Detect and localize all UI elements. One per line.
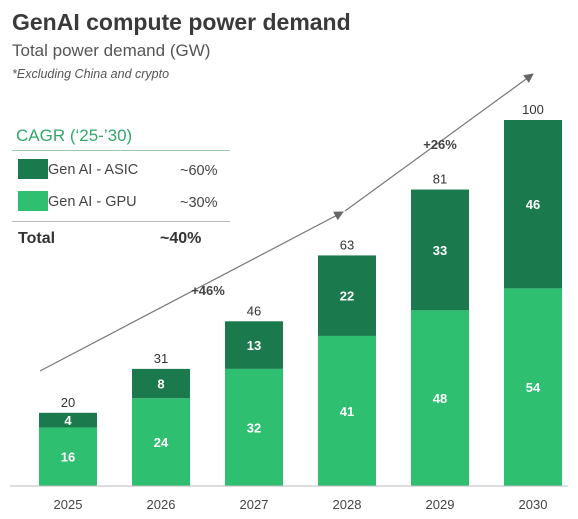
- bar-total-2027: 46: [247, 303, 261, 318]
- x-tick-label-2025: 2025: [54, 497, 83, 512]
- x-axis: 2025 2026 2027 2028 2029 2030: [10, 485, 568, 512]
- bar-gpu-2028: [318, 335, 376, 486]
- bar-value-asic-2027: 13: [247, 338, 261, 353]
- legend-total-value: ~40%: [160, 230, 202, 247]
- trend-line-left: [39, 211, 344, 372]
- bar-value-gpu-2027: 32: [247, 420, 261, 435]
- legend-swatch-asic: [18, 159, 48, 179]
- x-tick-label-2027: 2027: [240, 497, 269, 512]
- growth-label-left: +46%: [191, 283, 225, 298]
- legend-divider: [12, 221, 230, 222]
- legend-label-gpu: Gen AI - GPU: [48, 194, 137, 210]
- bar-asic-2028: [318, 255, 376, 336]
- bar-value-gpu-2029: 48: [433, 391, 447, 406]
- bar-asic-2027: [225, 321, 283, 369]
- legend-item-gpu: Gen AI - GPU ~30%: [12, 191, 230, 215]
- trend-line-right: [344, 73, 534, 212]
- legend-total: Total ~40%: [12, 222, 230, 250]
- legend-value-gpu: ~30%: [180, 195, 218, 211]
- bar-asic-2026: [132, 368, 190, 399]
- x-tick-label-2026: 2026: [147, 497, 176, 512]
- bar-total-2026: 31: [154, 351, 168, 366]
- bar-gpu-2026: [132, 398, 190, 486]
- legend-item-asic: Gen AI - ASIC ~60%: [12, 159, 230, 183]
- x-tick-label-2029: 2029: [426, 497, 455, 512]
- legend-swatch-gpu: [18, 191, 48, 211]
- bar-value-asic-2026: 8: [157, 377, 164, 392]
- bar-asic-2029: [411, 189, 469, 311]
- bar-gpu-2030: [504, 288, 562, 486]
- bar-asic-2025: [39, 412, 97, 428]
- bar-asic-2030: [504, 120, 562, 289]
- legend-total-label: Total: [18, 230, 56, 247]
- chart-footnote: *Excluding China and crypto: [12, 67, 170, 81]
- chart-title: GenAI compute power demand: [12, 9, 351, 35]
- x-tick-label-2030: 2030: [519, 497, 548, 512]
- bar-total-2030: 100: [522, 102, 544, 117]
- bar-gpu-2027: [225, 368, 283, 486]
- growth-trend-arrow: [39, 73, 534, 372]
- bar-value-asic-2030: 46: [526, 197, 540, 212]
- legend: CAGR (‘25-’30) Gen AI - ASIC ~60% Gen AI…: [12, 124, 230, 250]
- bar-value-gpu-2030: 54: [526, 380, 541, 395]
- bar-total-2029: 81: [433, 172, 447, 187]
- legend-label-asic: Gen AI - ASIC: [48, 162, 139, 178]
- bar-value-gpu-2025: 16: [61, 450, 75, 465]
- growth-label-right: +26%: [423, 137, 457, 152]
- bar-value-gpu-2026: 24: [154, 435, 169, 450]
- x-tick-label-2028: 2028: [333, 497, 362, 512]
- chart-subtitle: Total power demand (GW): [12, 41, 211, 60]
- bar-total-2028: 63: [340, 237, 354, 252]
- bar-value-asic-2028: 22: [340, 289, 354, 304]
- legend-value-asic: ~60%: [180, 163, 218, 179]
- legend-cagr-title: CAGR (‘25-’30): [12, 124, 230, 151]
- bar-value-asic-2029: 33: [433, 243, 447, 258]
- bars-group: 16 4 20 24 8 31 32 13 46 41 22 63 48 33 81 54 46 100: [39, 102, 562, 486]
- bar-gpu-2025: [39, 427, 97, 486]
- bar-value-gpu-2028: 41: [340, 404, 354, 419]
- bar-value-asic-2025: 4: [64, 413, 72, 428]
- bar-gpu-2029: [411, 310, 469, 486]
- bar-total-2025: 20: [61, 395, 75, 410]
